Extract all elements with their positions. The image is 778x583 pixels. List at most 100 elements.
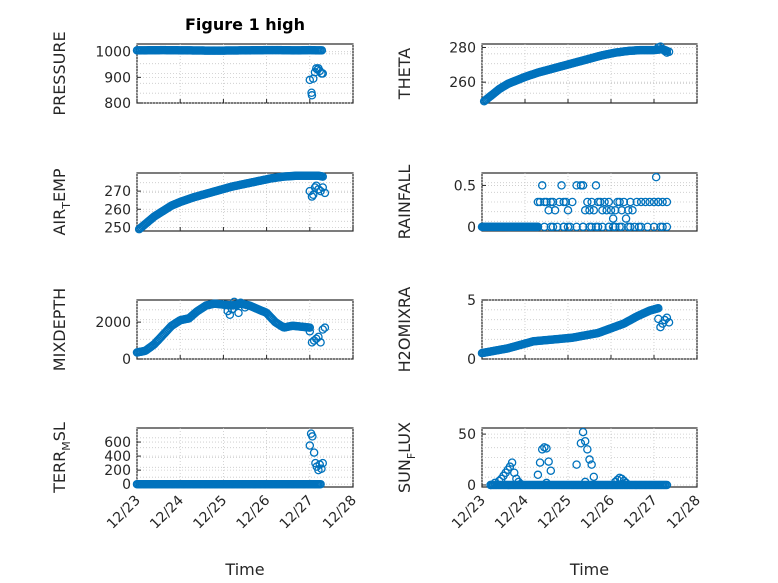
y-axis-label: TERRMSL xyxy=(50,422,73,494)
data-point xyxy=(589,206,599,215)
data-point xyxy=(606,206,616,215)
data-point xyxy=(641,197,650,207)
y-tick-label: 0 xyxy=(467,478,476,494)
subplot-sun-flux: 0 50 12/23 12/24 12/25 12/26 12/27 12/28 Time SUN… xyxy=(395,422,704,579)
data-point xyxy=(591,181,601,190)
data-point xyxy=(572,181,581,190)
x-axis-label: Time xyxy=(569,560,609,579)
subplot-theta: 260 280 THETA xyxy=(395,40,698,106)
x-tick-label: 12/25 xyxy=(190,493,230,533)
data-point xyxy=(658,197,667,207)
data-point xyxy=(593,222,603,232)
data-point xyxy=(617,206,627,215)
data-markers xyxy=(486,427,672,490)
data-point xyxy=(636,197,646,207)
data-point xyxy=(305,323,315,332)
x-tick-label: 12/23 xyxy=(449,493,489,533)
data-point xyxy=(643,222,652,232)
data-point xyxy=(654,304,663,313)
x-tick-label: 12/24 xyxy=(492,492,532,532)
y-tick-label: 900 xyxy=(104,70,131,86)
x-tick-label: 12/26 xyxy=(234,492,274,532)
data-point xyxy=(314,332,323,342)
y-tick-label: 0 xyxy=(122,352,131,368)
y-tick-label: 260 xyxy=(104,202,131,218)
y-tick-label: 0 xyxy=(467,352,476,368)
data-point xyxy=(600,197,609,207)
data-point xyxy=(314,185,323,194)
data-point xyxy=(580,477,590,487)
data-point xyxy=(548,197,558,207)
y-axis-label: RAINFALL xyxy=(395,165,414,240)
data-point xyxy=(542,478,551,488)
data-point xyxy=(580,436,590,446)
data-point xyxy=(596,197,605,207)
data-point xyxy=(654,197,663,207)
x-tick-label: 12/25 xyxy=(535,493,575,533)
data-point xyxy=(559,222,568,232)
subplot-mixdepth: 0 2000 MIXDEPTH xyxy=(50,288,354,371)
y-label-tail: LUX xyxy=(395,422,414,453)
y-label-tail: EMP xyxy=(50,168,69,202)
data-point xyxy=(505,462,515,471)
data-point xyxy=(662,197,672,207)
x-tick-label: 12/27 xyxy=(621,493,661,533)
data-markers xyxy=(134,171,330,234)
data-point xyxy=(619,197,629,207)
data-point xyxy=(585,206,594,215)
y-axis-label: AIRTEMP xyxy=(50,168,73,235)
axes-box xyxy=(481,172,698,232)
y-axis-label: MIXDEPTH xyxy=(50,288,69,371)
y-axis-label: PRESSURE xyxy=(50,31,69,115)
axes-box xyxy=(481,427,698,488)
data-point xyxy=(320,188,330,198)
data-point xyxy=(583,197,592,207)
data-point xyxy=(309,448,319,457)
data-point xyxy=(632,197,642,207)
y-tick-label: 0 xyxy=(467,220,476,236)
data-point xyxy=(308,432,317,441)
data-point xyxy=(307,192,317,201)
data-point xyxy=(623,206,633,215)
data-point xyxy=(651,172,661,182)
data-point xyxy=(563,222,573,232)
x-axis-label: Time xyxy=(224,560,264,579)
data-point xyxy=(486,480,495,490)
data-markers xyxy=(132,297,330,357)
y-label-subscript: M xyxy=(60,441,73,451)
data-point xyxy=(587,222,596,232)
data-point xyxy=(604,222,614,232)
data-point xyxy=(576,439,586,448)
y-tick-label: 260 xyxy=(449,75,476,91)
data-point xyxy=(660,46,670,56)
y-axis-label: SUNFLUX xyxy=(395,422,418,493)
data-point xyxy=(232,301,241,310)
data-point xyxy=(649,222,659,232)
y-tick-label: 50 xyxy=(458,427,476,443)
data-point xyxy=(626,197,635,207)
data-point xyxy=(630,222,639,232)
x-tick-label: 12/26 xyxy=(578,492,618,532)
data-point xyxy=(662,480,672,490)
data-point xyxy=(550,206,560,215)
data-point xyxy=(572,222,581,232)
data-point xyxy=(649,197,659,207)
y-tick-label: 250 xyxy=(104,220,131,236)
y-label-tail: SL xyxy=(50,422,69,441)
data-point xyxy=(658,222,667,232)
data-point xyxy=(572,460,581,469)
data-point xyxy=(544,457,553,466)
subplot-air-temp: 250 260 270 AIRTEMP xyxy=(50,168,354,236)
y-tick-label: 5 xyxy=(467,293,476,309)
data-point xyxy=(548,222,558,232)
data-point xyxy=(619,476,629,486)
data-point xyxy=(604,197,614,207)
data-point xyxy=(317,46,327,55)
data-markers xyxy=(132,429,328,489)
data-point xyxy=(664,318,674,327)
data-point xyxy=(628,206,637,215)
data-point xyxy=(587,460,596,469)
y-label-main: MIXDEPTH xyxy=(50,288,69,371)
x-tick-label: 12/28 xyxy=(664,493,704,533)
y-tick-label: 400 xyxy=(104,449,131,465)
